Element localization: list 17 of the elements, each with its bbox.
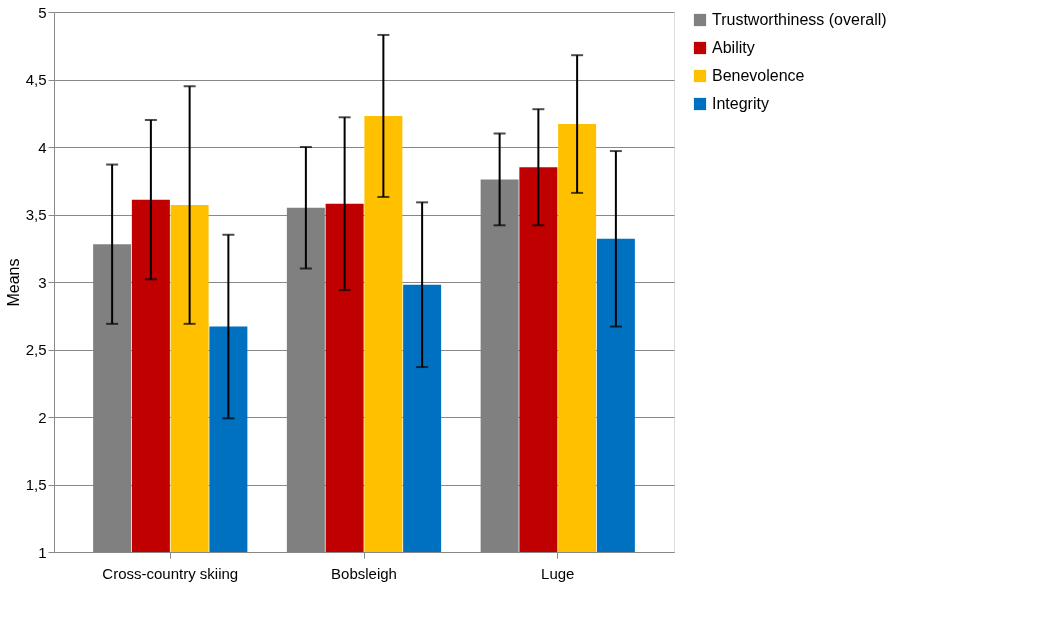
legend-label: Ability — [712, 39, 755, 56]
y-tick-label: 5 — [38, 3, 47, 21]
x-tick-label: Luge — [541, 564, 575, 582]
legend-label: Trustworthiness (overall) — [712, 11, 887, 28]
y-axis-title: Means — [4, 258, 22, 307]
y-tick-label: 4 — [38, 138, 47, 156]
y-tick-label: 1,5 — [25, 476, 47, 493]
legend-label: Benevolence — [712, 67, 805, 84]
x-tick-label: Cross-country skiing — [102, 564, 239, 582]
y-tick-label: 2,5 — [25, 341, 47, 358]
y-tick-label: 1 — [38, 543, 47, 561]
y-tick-label: 4,5 — [25, 71, 47, 88]
legend-label: Integrity — [712, 95, 769, 112]
y-tick-label: 2 — [38, 408, 47, 426]
y-tick-label: 3 — [38, 273, 47, 291]
x-tick-label: Bobsleigh — [331, 564, 397, 582]
y-tick-label: 3,5 — [25, 206, 47, 223]
